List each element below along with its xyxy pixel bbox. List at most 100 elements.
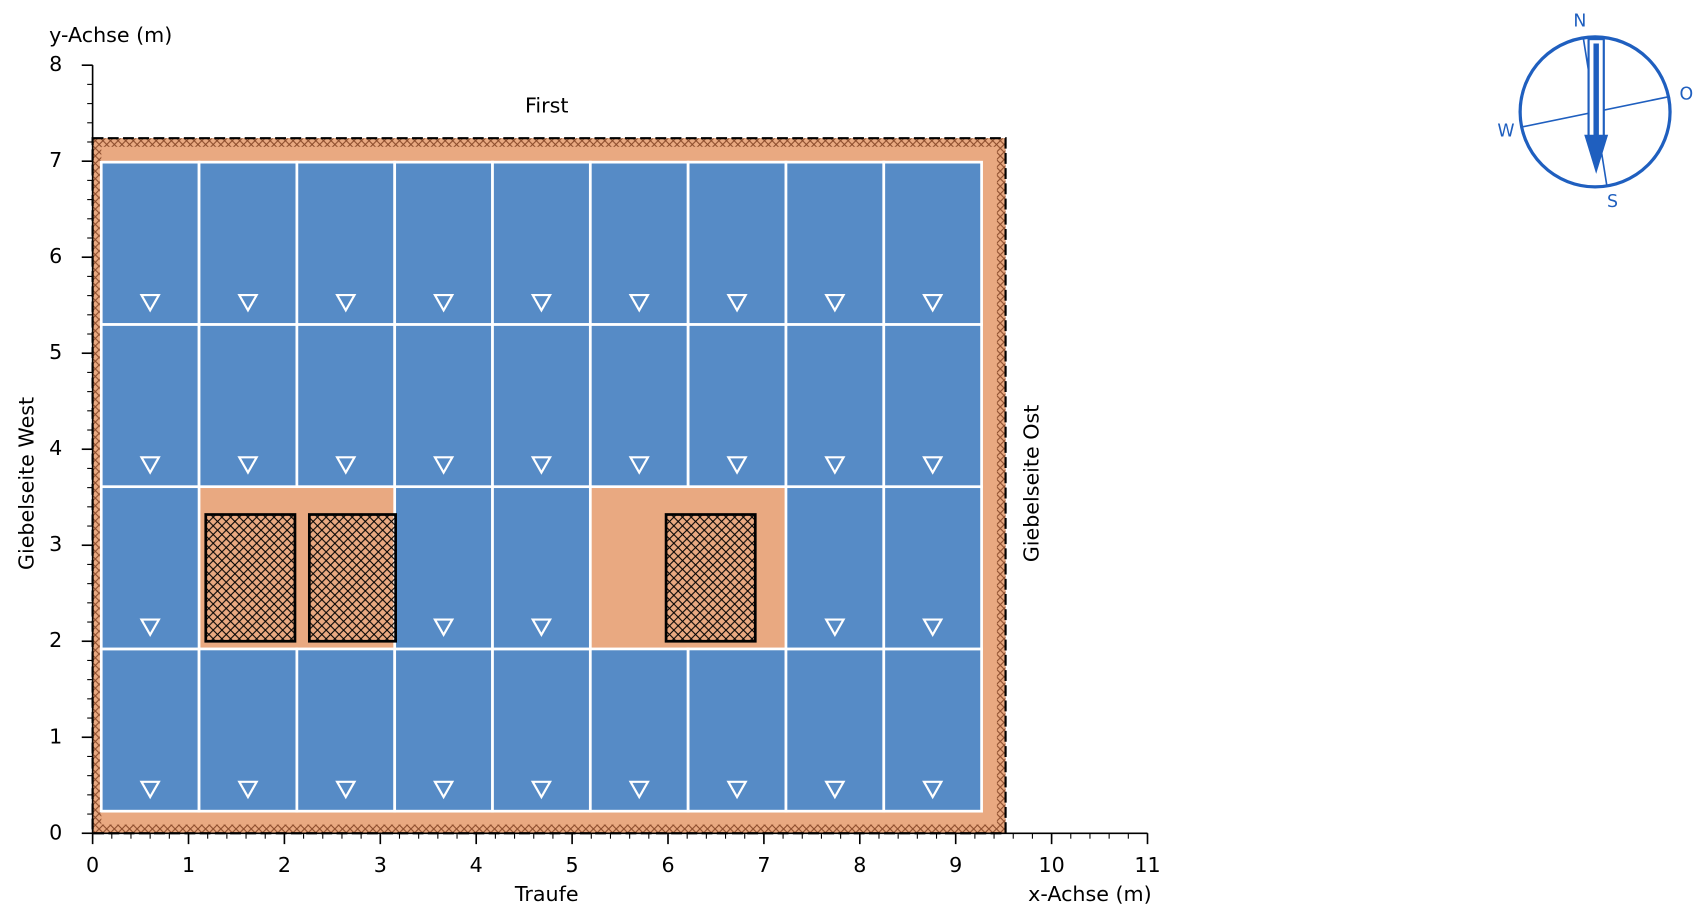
compass-s: S [1607, 192, 1618, 212]
pv-panel [295, 647, 397, 813]
panel-orientation [433, 618, 455, 637]
x-tick-label: 5 [566, 853, 579, 877]
pv-panel [784, 647, 886, 813]
pv-panel [393, 647, 494, 813]
panel-orientation [922, 618, 944, 637]
x-tick-label: 7 [757, 853, 770, 877]
pv-panel [588, 647, 690, 813]
panel-orientation [922, 456, 944, 475]
pv-panel [882, 323, 983, 489]
pv-panel [588, 160, 690, 326]
pv-panel [882, 485, 983, 651]
pv-panel [686, 323, 788, 489]
pv-panel [686, 647, 788, 813]
panel-orientation [335, 780, 357, 800]
panel-orientation [530, 618, 552, 637]
panel-orientation [433, 456, 455, 475]
y-tick-label: 4 [49, 436, 62, 460]
panel-orientation [433, 780, 455, 800]
y-tick-label: 8 [49, 52, 62, 76]
obstacle [307, 513, 398, 643]
compass-n: N [1573, 12, 1586, 32]
pv-panel [784, 485, 886, 651]
bottom-label: Traufe [514, 882, 579, 906]
panel-orientation [726, 456, 748, 475]
pv-panel [197, 160, 299, 326]
right-label: Giebelseite Ost [1019, 405, 1043, 562]
panel-orientation [237, 293, 259, 313]
panel-orientation [726, 293, 748, 313]
panel-orientation [824, 293, 846, 313]
y-tick-label: 6 [49, 244, 62, 268]
x-tick-label: 10 [1038, 853, 1064, 877]
pv-panel [882, 647, 983, 813]
y-tick-label: 3 [49, 532, 62, 556]
compass-o: O [1680, 85, 1694, 105]
panel-orientation [824, 618, 846, 637]
panel-orientation [530, 293, 552, 313]
panel-orientation [139, 456, 161, 475]
obstacle [664, 513, 757, 643]
top-label: First [525, 93, 568, 117]
panel-orientation [530, 780, 552, 800]
panel-orientation [628, 293, 650, 313]
pv-panel [99, 485, 201, 651]
pv-panel [393, 323, 494, 489]
panel-orientation [824, 456, 846, 475]
pv-panel [784, 160, 886, 326]
panel-orientation [824, 780, 846, 800]
pv-panel [491, 160, 592, 326]
obstacle [204, 513, 297, 643]
pv-panel [686, 160, 788, 326]
x-tick-label: 3 [374, 853, 387, 877]
x-tick-label: 4 [470, 853, 483, 877]
pv-panel [491, 485, 592, 651]
pv-panel [295, 323, 397, 489]
panel-orientation [139, 293, 161, 313]
x-tick-label: 2 [278, 853, 291, 877]
panel-orientation [530, 456, 552, 475]
y-axis-label: y-Achse (m) [49, 23, 172, 47]
panel-orientation [922, 293, 944, 313]
pv-panel [197, 647, 299, 813]
pv-panel [295, 160, 397, 326]
x-tick-label: 1 [182, 853, 195, 877]
compass [1518, 35, 1672, 189]
panel-orientation [237, 456, 259, 475]
panel-orientation [628, 456, 650, 475]
pv-panel [99, 160, 201, 326]
pv-panel [99, 647, 201, 813]
y-tick-label: 5 [49, 340, 62, 364]
compass-w: W [1497, 121, 1514, 141]
panel-orientation [628, 780, 650, 800]
y-tick-label: 1 [49, 724, 62, 748]
pv-panel [99, 323, 201, 489]
panel-orientation [139, 618, 161, 637]
panel-orientation [726, 780, 748, 800]
panel-orientation [433, 293, 455, 313]
pv-panel [491, 323, 592, 489]
pv-panel [882, 160, 983, 326]
panel-orientation [139, 780, 161, 800]
x-tick-label: 6 [661, 853, 674, 877]
pv-panel [491, 647, 592, 813]
left-label: Giebelseite West [14, 397, 38, 570]
x-tick-label: 0 [86, 853, 99, 877]
panel-orientation [335, 456, 357, 475]
panel-orientation [237, 780, 259, 800]
y-tick-label: 7 [49, 148, 62, 172]
x-axis-label: x-Achse (m) [1028, 882, 1152, 906]
pv-panel [784, 323, 886, 489]
panel-orientation [335, 293, 357, 313]
y-tick-label: 0 [49, 820, 62, 844]
y-tick-label: 2 [49, 628, 62, 652]
x-tick-label: 8 [853, 853, 866, 877]
x-tick-label: 11 [1134, 853, 1160, 877]
pv-panel [588, 323, 690, 489]
panel-orientation [922, 780, 944, 800]
x-tick-label: 9 [949, 853, 962, 877]
pv-panel [393, 485, 494, 651]
pv-panel [393, 160, 494, 326]
pv-panel [197, 323, 299, 489]
